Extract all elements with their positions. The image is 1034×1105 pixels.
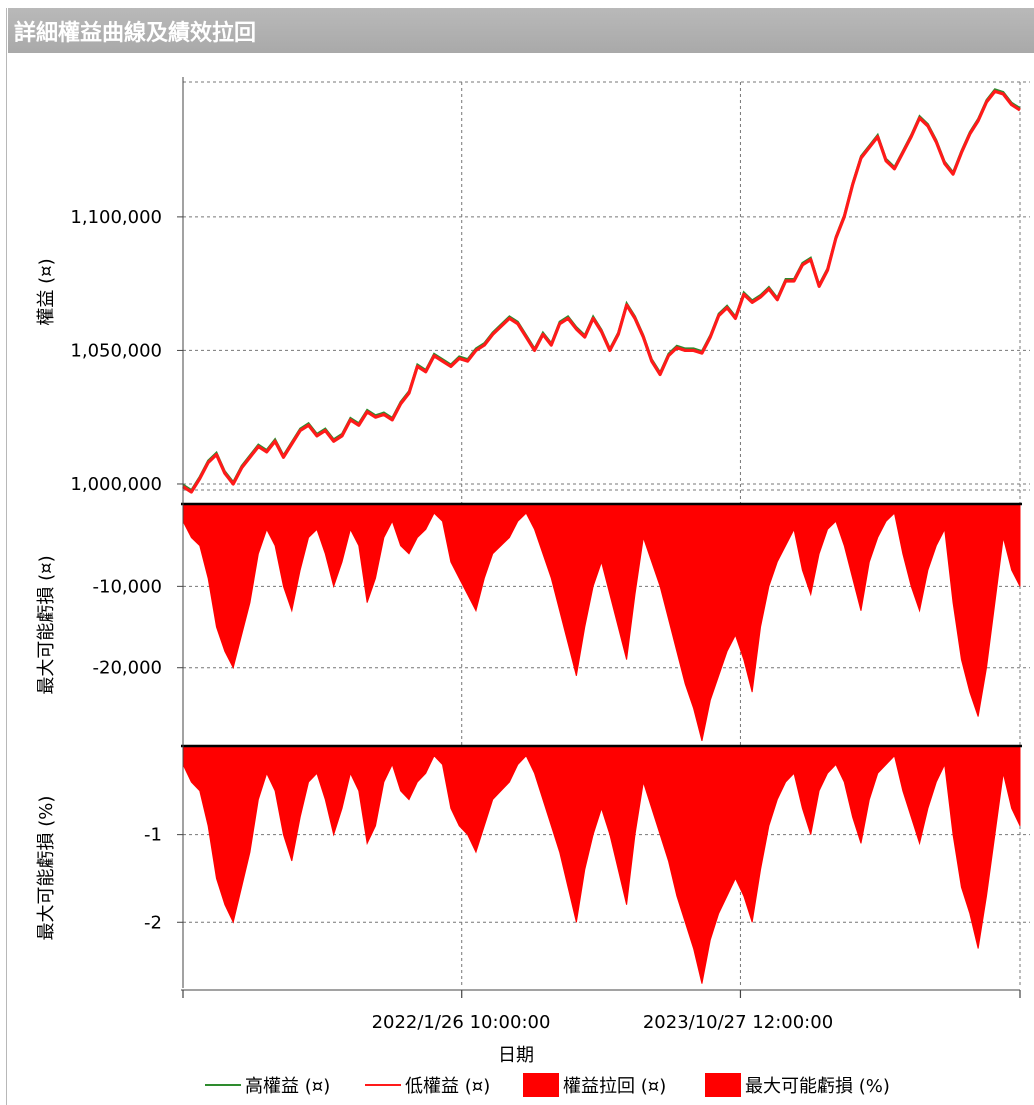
- panel2-y-axis-title: 最大可能虧損 (¤): [36, 555, 57, 694]
- panel3-y-tick-label-0: -1: [144, 825, 162, 846]
- legend: 高權益 (¤) 低權益 (¤) 權益拉回 (¤) 最大可能虧損 (%): [0, 1070, 1034, 1102]
- window-left-border: [6, 8, 7, 1105]
- legend-item-max-loss-pct: 最大可能虧損 (%): [705, 1070, 890, 1100]
- legend-label-max-loss-pct: 最大可能虧損 (%): [745, 1076, 890, 1097]
- panel3-drawdown-area: [182, 746, 1021, 984]
- x-tick-label-2: 2023/10/27 12:00:00: [643, 1012, 833, 1033]
- x-tick-label-1: 2022/1/26 10:00:00: [372, 1012, 551, 1033]
- legend-swatch-max-loss-pct: [705, 1073, 741, 1097]
- legend-label-equity-drawdown: 權益拉回 (¤): [563, 1076, 667, 1097]
- legend-label-high-equity: 高權益 (¤): [245, 1076, 331, 1097]
- low-equity-line: [182, 89, 1021, 494]
- axis-layer: 權益 (¤) 最大可能虧損 (¤) 最大可能虧損 (%) 2022/1/26 1…: [36, 77, 1021, 1066]
- panel1-y-axis-title: 權益 (¤): [36, 258, 57, 325]
- high-equity-line: [182, 88, 1021, 492]
- x-axis-title: 日期: [498, 1045, 534, 1066]
- window-title: 詳細權益曲線及績效拉回: [14, 21, 257, 46]
- legend-swatch-low-equity: [365, 1084, 401, 1086]
- panel1-y-tick-label-0: 1,000,000: [70, 474, 162, 495]
- legend-item-equity-drawdown: 權益拉回 (¤): [523, 1070, 666, 1100]
- panel3-y-tick-label-1: -2: [144, 912, 162, 933]
- legend-item-low-equity: 低權益 (¤): [365, 1070, 490, 1100]
- title-bar: 詳細權益曲線及績效拉回: [8, 8, 1034, 53]
- panel1-y-tick-label-2: 1,100,000: [70, 207, 162, 228]
- panel2-y-tick-label-1: -20,000: [93, 658, 162, 679]
- legend-swatch-high-equity: [205, 1084, 241, 1086]
- legend-item-high-equity: 高權益 (¤): [205, 1070, 330, 1100]
- panel3-y-axis-title: 最大可能虧損 (%): [36, 796, 57, 941]
- mark-layer: [181, 88, 1022, 984]
- panel2-y-tick-label-0: -10,000: [93, 576, 162, 597]
- legend-label-low-equity: 低權益 (¤): [405, 1076, 491, 1097]
- panel2-drawdown-area: [182, 504, 1021, 742]
- panel1-y-tick-label-1: 1,050,000: [70, 340, 162, 361]
- legend-swatch-equity-drawdown: [523, 1073, 559, 1097]
